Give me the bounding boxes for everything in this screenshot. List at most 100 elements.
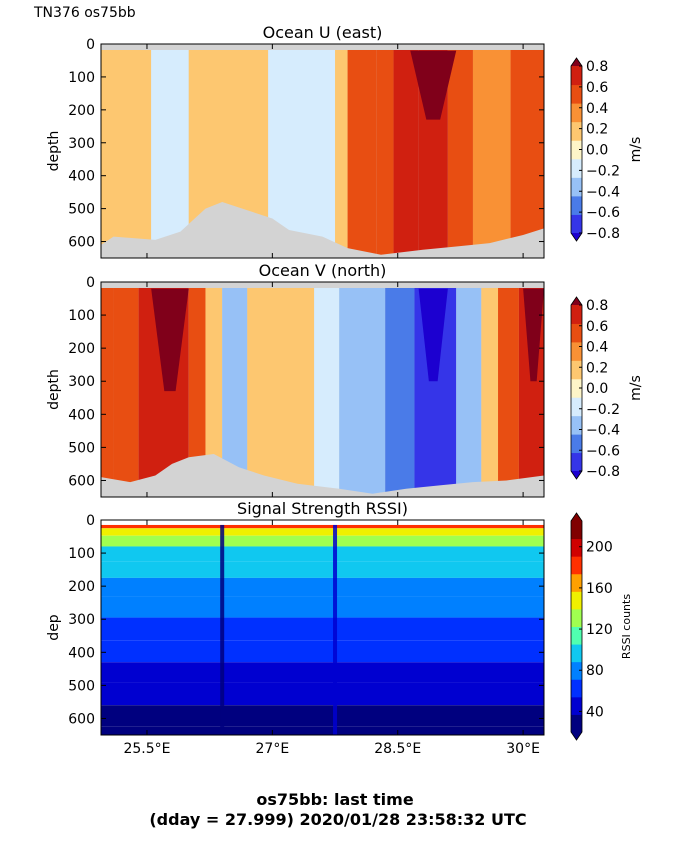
colorbar-label: m/s [628, 137, 644, 163]
x-tick-label: 25.5°E [123, 741, 170, 757]
colorbar-segment [571, 341, 582, 361]
colorbar-tick-label: −0.4 [586, 423, 620, 439]
colorbar-outline [570, 512, 583, 741]
colorbar-tick-label: 0.2 [586, 122, 608, 138]
colorbar-segment [571, 360, 582, 380]
rssi-depth-band [101, 705, 544, 727]
colorbar-segment [571, 66, 582, 86]
velocity-band [447, 49, 473, 258]
y-tick-label: 500 [68, 202, 95, 218]
colorbar-segment [571, 538, 582, 557]
y-tick-label: 600 [68, 473, 95, 489]
velocity-band [472, 49, 511, 258]
y-axis-label: dep [46, 614, 62, 641]
colorbar: 0.8 0.6 0.4 0.2 0.0 −0.2 −0.4 −0.6 −0.8 m/s [570, 57, 644, 242]
y-tick-label: 0 [86, 513, 95, 529]
x-tick-label: 28.5°E [374, 741, 421, 757]
velocity-band [339, 287, 386, 497]
colorbar-segment [571, 397, 582, 417]
colorbar-tick-label: 0.4 [586, 340, 608, 356]
velocity-core [410, 50, 457, 120]
colorbar-tick-label: −0.8 [586, 464, 620, 480]
y-tick-label: 100 [68, 546, 95, 562]
axes-frame [100, 281, 545, 498]
velocity-band [151, 49, 189, 258]
colorbar-tick-label: −0.8 [586, 226, 620, 242]
rssi-depth-band [101, 682, 544, 706]
y-tick-label: 300 [68, 374, 95, 390]
velocity-core [523, 288, 544, 382]
colorbar-segment [571, 323, 582, 343]
velocity-band [510, 49, 544, 258]
colorbar-tick-label: 0.8 [586, 59, 608, 75]
y-axis-label: depth [46, 369, 62, 410]
y-tick-label: 400 [68, 169, 95, 185]
seafloor-mask [101, 454, 544, 497]
cruise-label: TN376 os75bb [33, 5, 136, 21]
colorbar-tick-label: 0.4 [586, 101, 608, 117]
colorbar-label: m/s [628, 375, 644, 401]
colorbar-segment [571, 452, 582, 472]
axes-frame [100, 519, 545, 736]
panel-title: Ocean U (east) [263, 23, 383, 42]
colorbar-tick-label: −0.6 [586, 443, 620, 459]
colorbar-segment [571, 158, 582, 178]
velocity-band [498, 287, 519, 497]
y-tick-label: 400 [68, 407, 95, 423]
colorbar-segment [571, 305, 582, 324]
colorbar-extend-high [571, 513, 582, 521]
colorbar-segment [571, 434, 582, 454]
y-tick-label: 200 [68, 579, 95, 595]
x-tick-label: 30°E [506, 741, 540, 757]
panel-title: Signal Strength RSSI) [237, 499, 408, 518]
colorbar-tick-label: −0.4 [586, 184, 620, 200]
velocity-band [385, 287, 415, 497]
rssi-depth-band [101, 640, 544, 663]
y-tick-label: 0 [86, 275, 95, 291]
y-tick-label: 500 [68, 678, 95, 694]
surface-gap [101, 44, 544, 50]
axes-frame [100, 43, 545, 259]
panel-title: Ocean V (north) [259, 261, 387, 280]
plot-area [101, 282, 544, 497]
plot-area [101, 520, 544, 735]
colorbar-segment [571, 679, 582, 698]
colorbar-segment [571, 140, 582, 160]
rssi-depth-band [101, 528, 544, 536]
velocity-band [101, 287, 114, 497]
colorbar-tick-label: 0.2 [586, 360, 608, 376]
colorbar-tick-label: 0.6 [586, 319, 608, 335]
y-axis-label: depth [46, 131, 62, 172]
velocity-band [314, 287, 340, 497]
colorbar: 0.8 0.6 0.4 0.2 0.0 −0.2 −0.4 −0.6 −0.8 m/s [570, 296, 644, 480]
colorbar-segment [571, 626, 582, 645]
rssi-depth-band [101, 662, 544, 683]
rssi-depth-band [101, 726, 544, 735]
colorbar-segment [571, 556, 582, 575]
ocean-u-panel: Ocean U (east) depth 0 100 200 300 400 500 600 0.… [46, 23, 644, 259]
velocity-band [481, 287, 499, 497]
rssi-low-column [333, 524, 338, 735]
colorbar-segment [571, 84, 582, 104]
colorbar-segment [571, 608, 582, 627]
y-tick-label: 200 [68, 341, 95, 357]
velocity-band [456, 287, 482, 497]
colorbar-tick-label: 0.6 [586, 80, 608, 96]
velocity-band [335, 49, 348, 258]
colorbar-tick-label: 160 [586, 581, 613, 597]
velocity-core [418, 288, 448, 382]
colorbar-extend-high [571, 58, 582, 66]
velocity-band [113, 287, 139, 497]
colorbar-segment [571, 591, 582, 610]
colorbar-label: RSSI counts [620, 594, 633, 659]
rssi-panel: Signal Strength RSSI) dep 0 100 200 300 400 500… [46, 499, 633, 757]
colorbar: 200 160 120 80 40 RSSI counts [570, 512, 633, 741]
velocity-core [422, 119, 444, 170]
colorbar-extend-high [571, 297, 582, 305]
velocity-core [151, 288, 189, 392]
velocity-band [393, 49, 419, 258]
colorbar-segment [571, 661, 582, 680]
colorbar-segment [571, 121, 582, 141]
x-tick-label: 27°E [256, 741, 290, 757]
